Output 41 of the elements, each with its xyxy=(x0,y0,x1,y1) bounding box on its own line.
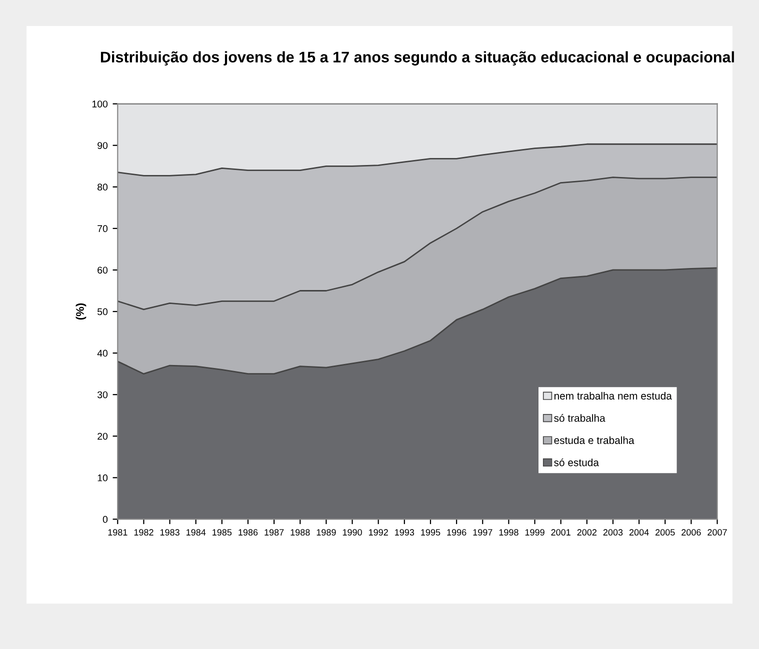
x-tick-label: 1993 xyxy=(395,529,414,536)
x-tick-label: 1981 xyxy=(108,529,128,536)
x-tick-label: 1998 xyxy=(499,529,518,536)
x-tick-label: 2001 xyxy=(551,529,570,536)
x-tick-label: 2003 xyxy=(603,529,623,536)
x-tick-label: 1992 xyxy=(368,529,388,536)
legend-label: estuda e trabalha xyxy=(554,436,634,444)
legend-label: só trabalha xyxy=(554,414,606,422)
y-tick-label: 90 xyxy=(98,142,108,149)
y-tick-label: 80 xyxy=(98,184,108,191)
x-tick-label: 2006 xyxy=(682,529,701,536)
x-tick-label: 1986 xyxy=(238,529,258,536)
x-tick-label: 1999 xyxy=(525,529,544,536)
x-tick-label: 1983 xyxy=(160,529,180,536)
x-tick-label: 2002 xyxy=(577,529,596,536)
x-tick-label: 1984 xyxy=(186,529,206,536)
y-tick-label: 10 xyxy=(98,474,108,482)
y-tick-label: 0 xyxy=(102,516,108,523)
x-tick-label: 2005 xyxy=(656,529,675,536)
x-tick-label: 1989 xyxy=(316,529,336,536)
x-tick-label: 1996 xyxy=(447,529,466,536)
y-tick-label: 50 xyxy=(98,308,108,316)
x-tick-label: 1997 xyxy=(473,529,492,536)
x-tick-label: 1988 xyxy=(290,529,310,536)
legend-label: só estuda xyxy=(554,458,599,466)
y-axis-title: (%) xyxy=(76,303,86,320)
x-tick-label: 1982 xyxy=(134,529,154,536)
x-tick-label: 1985 xyxy=(212,529,232,536)
x-tick-label: 2004 xyxy=(629,529,649,536)
legend-label: nem trabalha nem estuda xyxy=(554,392,672,400)
x-tick-label: 1987 xyxy=(264,529,284,536)
x-tick-label: 1990 xyxy=(342,529,362,536)
x-tick-label: 1995 xyxy=(421,529,440,536)
y-tick-label: 70 xyxy=(98,225,108,232)
y-tick-label: 20 xyxy=(98,432,108,440)
y-tick-label: 60 xyxy=(98,266,108,274)
x-tick-label: 2007 xyxy=(708,529,727,536)
chart-title: Distribuição dos jovens de 15 a 17 anos segundo a situação educacional e ocupacional xyxy=(100,51,734,66)
y-tick-label: 40 xyxy=(97,350,108,357)
y-tick-label: 30 xyxy=(97,391,108,398)
y-tick-label: 100 xyxy=(92,100,108,108)
